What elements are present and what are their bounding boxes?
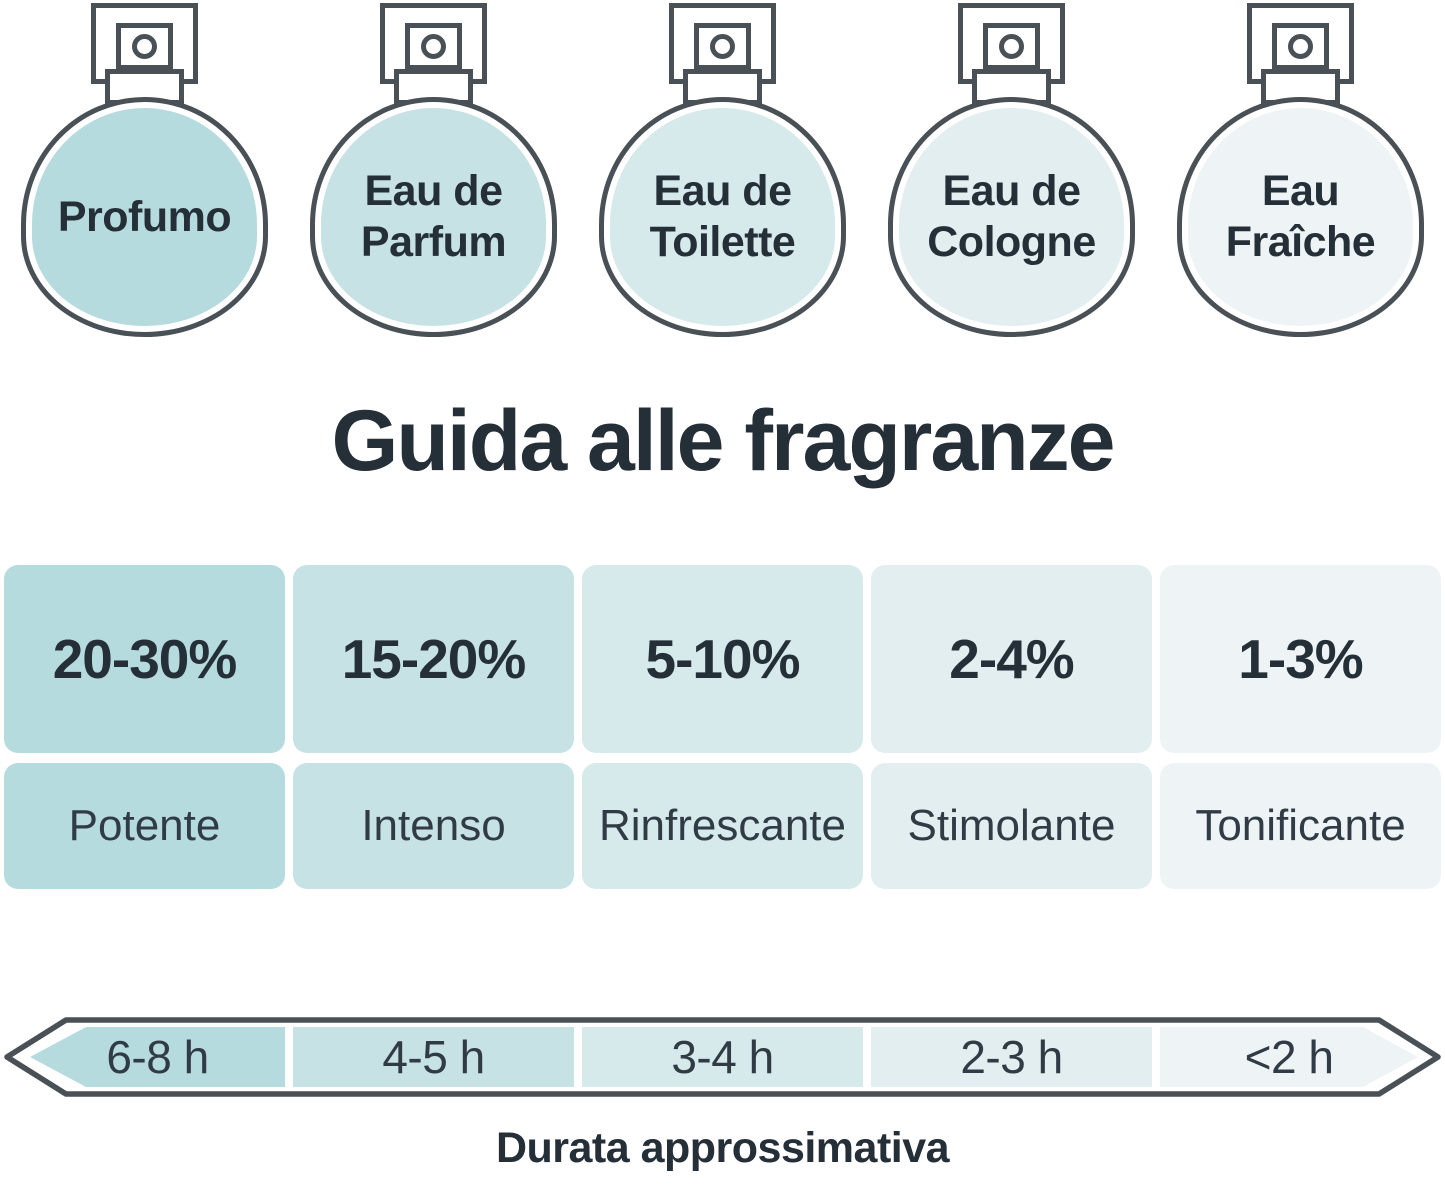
page-title: Guida alle fragranze [331, 393, 1115, 489]
nozzle-hole-icon [421, 34, 446, 59]
nozzle-hole-icon [132, 34, 157, 59]
concentration-cell-1: 20-30% [4, 565, 285, 753]
duration-segment-3 [582, 1027, 863, 1087]
duration-label-5: <2 h [1244, 1031, 1334, 1083]
bottle-label: Eau Fraîche [1225, 167, 1376, 266]
nozzle-hole-icon [710, 34, 735, 59]
character-cell-3: Rinfrescante [582, 763, 863, 889]
duration-arrow-graphic [4, 1017, 1441, 1097]
bottle-body: Eau de Cologne [888, 97, 1135, 337]
duration-label-3: 3-4 h [671, 1031, 774, 1083]
spray-nozzle-icon [983, 23, 1040, 70]
duration-label-4: 2-3 h [960, 1031, 1063, 1083]
bottle-eau-de-cologne: Eau de Cologne [867, 0, 1156, 348]
character-cell-4: Stimolante [871, 763, 1152, 889]
duration-segment-5 [1160, 1027, 1418, 1087]
nozzle-hole-icon [999, 34, 1024, 59]
bottle-label: Eau de Toilette [649, 167, 796, 266]
bottle-eau-fraiche: Eau Fraîche [1156, 0, 1445, 348]
nozzle-hole-icon [1288, 34, 1313, 59]
duration-caption: Durata approssimativa [495, 1124, 950, 1172]
spray-nozzle-icon [405, 23, 462, 70]
character-cell-2: Intenso [293, 763, 574, 889]
duration-label-1: 6-8 h [106, 1031, 209, 1083]
bottle-body: Eau de Toilette [599, 97, 846, 337]
bottle-body: Eau Fraîche [1177, 97, 1424, 337]
concentration-cell-2: 15-20% [293, 565, 574, 753]
duration-segment-4 [871, 1027, 1152, 1087]
concentration-cell-3: 5-10% [582, 565, 863, 753]
spray-nozzle-icon [694, 23, 751, 70]
concentration-cell-5: 1-3% [1160, 565, 1441, 753]
bottle-label: Eau de Parfum [360, 167, 507, 266]
character-cell-1: Potente [4, 763, 285, 889]
character-cell-5: Tonificante [1160, 763, 1441, 889]
bottle-row: Profumo Eau de Parfum Eau de Toilette Ea… [0, 0, 1445, 348]
duration-label-2: 4-5 h [382, 1031, 485, 1083]
bottle-eau-de-parfum: Eau de Parfum [289, 0, 578, 348]
bottle-label: Profumo [57, 192, 232, 241]
bottle-profumo: Profumo [0, 0, 289, 348]
spray-nozzle-icon [116, 23, 173, 70]
bottle-body: Profumo [21, 97, 268, 337]
spray-nozzle-icon [1272, 23, 1329, 70]
concentration-cell-4: 2-4% [871, 565, 1152, 753]
duration-segment-1 [30, 1027, 285, 1087]
duration-bar: 6-8 h 4-5 h 3-4 h 2-3 h <2 h [0, 1012, 1445, 1102]
bottle-eau-de-toilette: Eau de Toilette [578, 0, 867, 348]
duration-segment-2 [293, 1027, 574, 1087]
fragrance-table: 20-30% 15-20% 5-10% 2-4% 1-3% Potente In… [4, 565, 1441, 889]
bottle-label: Eau de Cologne [927, 167, 1096, 266]
bottle-body: Eau de Parfum [310, 97, 557, 337]
